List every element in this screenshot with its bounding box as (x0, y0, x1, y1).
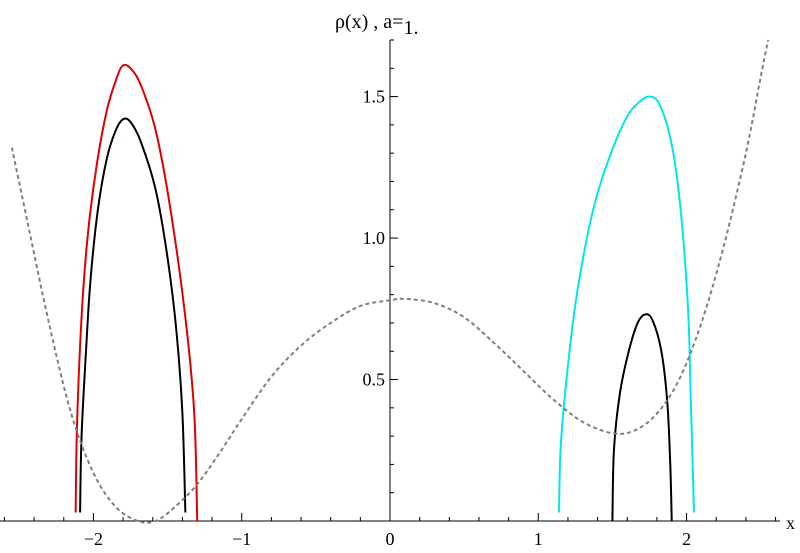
y-ticks: 0.5 1.0 1.5 (363, 39, 398, 494)
y-tick-label: 1.0 (363, 228, 386, 248)
series-line-3 (611, 313, 673, 522)
x-tick-label: 1 (534, 529, 543, 549)
series-line-2 (558, 95, 695, 513)
series-line-dashed (10, 39, 770, 524)
chart-title-prefix: ρ(x) , a= (335, 11, 403, 33)
chart-title: ρ(x) , a=1. (335, 11, 418, 39)
y-tick-label: 0.5 (363, 370, 386, 390)
x-tick-label: 2 (682, 529, 691, 549)
x-tick-label: 0 (386, 529, 395, 549)
x-tick-label: −1 (232, 529, 251, 549)
x-tick-label: −2 (84, 529, 103, 549)
x-ticks: −2 −1 0 1 2 (3, 513, 777, 549)
x-axis-label: x (786, 513, 795, 533)
y-tick-label: 1.5 (363, 87, 386, 107)
series-line-1 (79, 117, 187, 513)
chart-title-value: 1. (403, 17, 418, 39)
axes: −2 −1 0 1 2 0.5 1.0 1.5 (0, 39, 780, 549)
series-layer (10, 39, 770, 524)
series-line-0 (74, 63, 199, 522)
